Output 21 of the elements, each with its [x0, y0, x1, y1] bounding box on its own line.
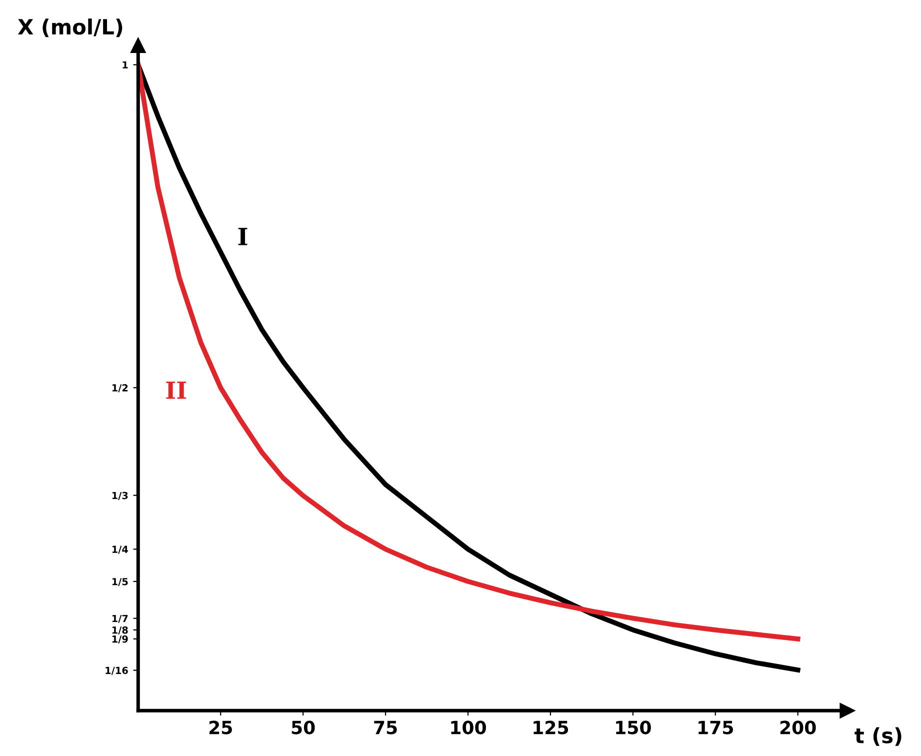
y-tick-label: 1/2	[112, 384, 128, 392]
y-tick-label: 1/7	[112, 614, 128, 623]
y-tick-label: 1/3	[112, 492, 128, 500]
y-tick-label: 1/4	[112, 546, 128, 554]
x-tick-label: 25	[209, 720, 232, 734]
x-tick-label: 150	[616, 720, 651, 734]
x-tick-label: 100	[451, 720, 486, 734]
y-tick-label: 1/8	[112, 626, 128, 634]
x-tick-label: 200	[780, 720, 816, 734]
x-tick-label: 50	[292, 720, 315, 734]
x-axis-title: t (s)	[854, 727, 902, 746]
y-axis-title: X (mol/L)	[18, 18, 122, 38]
y-tick-label: 1/16	[106, 666, 128, 675]
y-tick-label: 1/9	[112, 635, 128, 644]
x-tick-label: 125	[534, 720, 568, 734]
x-tick-label: 175	[698, 720, 733, 734]
series-label: I	[238, 228, 248, 246]
x-tick-label: 75	[374, 720, 397, 734]
series-label: II	[166, 382, 186, 399]
y-tick-label: 1	[122, 61, 128, 68]
y-tick-label: 1/5	[112, 578, 128, 586]
